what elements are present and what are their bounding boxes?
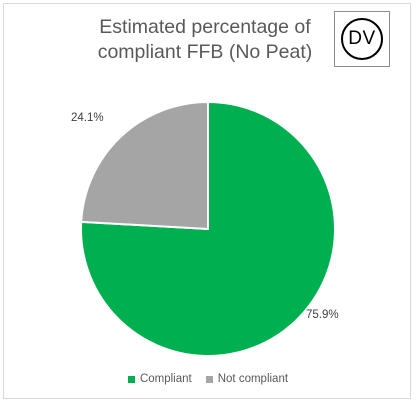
dv-badge: DV (334, 11, 390, 67)
chart-title-line-1: Estimated percentage of (99, 16, 311, 38)
pie-slice-not-compliant (80, 100, 209, 231)
legend-label-compliant: Compliant (139, 373, 192, 385)
chart-title: Estimated percentage of compliant FFB (N… (60, 15, 350, 65)
legend-swatch-compliant (127, 375, 135, 383)
slice-label-compliant: 75.9% (306, 309, 339, 321)
chart-title-line-2: compliant FFB (No Peat) (97, 41, 313, 63)
legend-item-not-compliant: Not compliant (205, 373, 289, 385)
legend-swatch-not-compliant (205, 375, 213, 383)
legend-item-compliant: Compliant (127, 373, 192, 385)
pie-slice-compliant (80, 100, 336, 357)
chart-legend: Compliant Not compliant (0, 373, 416, 385)
legend-label-not-compliant: Not compliant (217, 373, 289, 385)
slice-label-not-compliant: 24.1% (71, 112, 104, 124)
dv-badge-circle: DV (341, 18, 383, 60)
